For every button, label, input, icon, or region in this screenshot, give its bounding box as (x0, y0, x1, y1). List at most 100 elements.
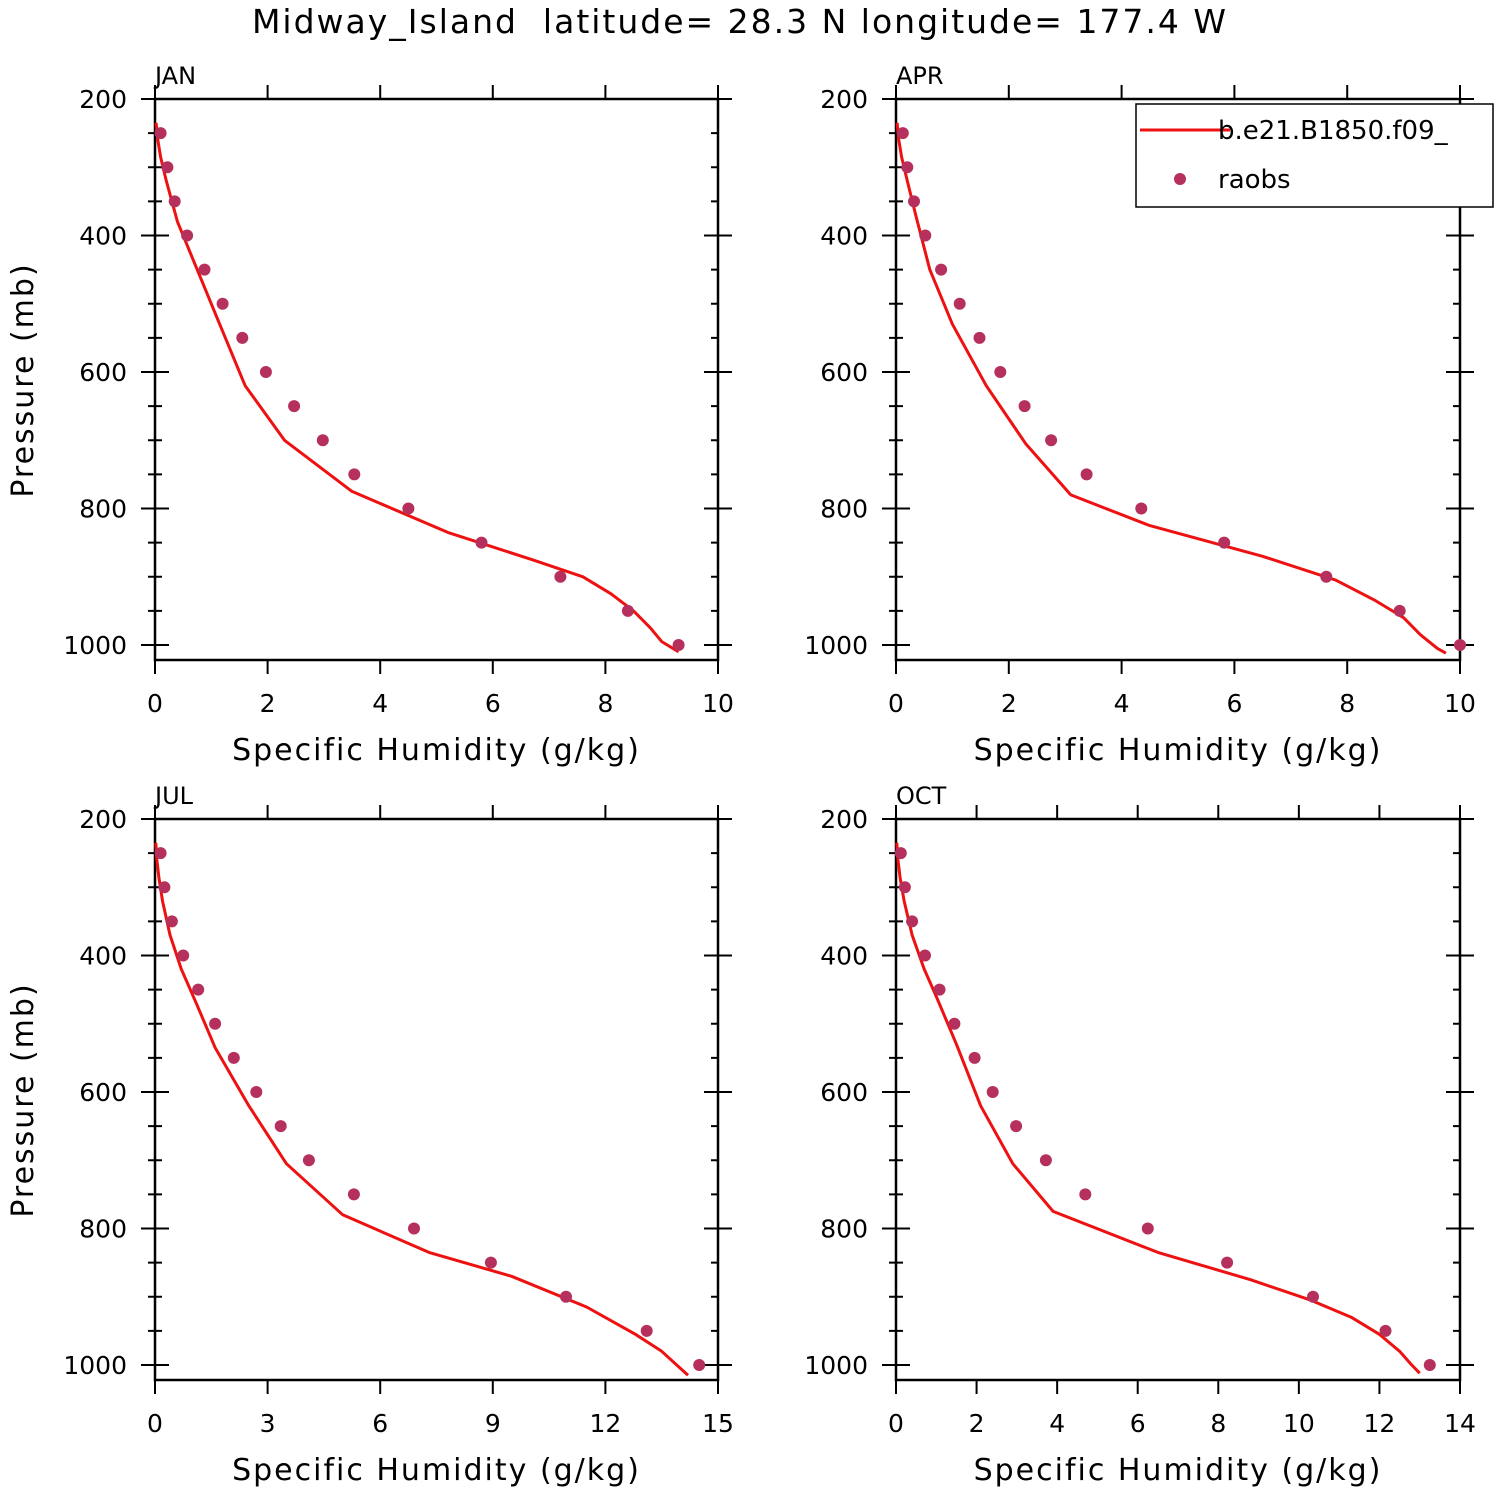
raobs-point (1141, 1222, 1154, 1235)
x-tick-label: 4 (372, 689, 388, 718)
panel-oct: OCT 200 400 600 800 1000 0 2 4 6 8 10 12 14 Specific H… (804, 782, 1476, 1488)
y-tick-label: 200 (79, 85, 127, 114)
x-tick-label: 0 (147, 689, 163, 718)
x-tick-label: 9 (485, 1409, 501, 1438)
x-axis-label: Specific Humidity (g/kg) (232, 1453, 641, 1488)
y-axis-label: Pressure (mb) (6, 982, 41, 1217)
x-tick-label: 6 (372, 1409, 388, 1438)
raobs-point (158, 881, 171, 894)
raobs-point (216, 297, 229, 310)
raobs-point (693, 1359, 706, 1371)
raobs-point (408, 1222, 420, 1235)
y-tick-label: 800 (820, 1215, 868, 1244)
model-line (895, 122, 1447, 655)
raobs-point (348, 468, 361, 481)
x-tick-label: 2 (969, 1409, 985, 1438)
raobs-point (994, 366, 1007, 378)
raobs-point (154, 847, 167, 860)
raobs-point (919, 229, 932, 242)
figure-title: Midway_Island latitude= 28.3 N longitude… (252, 2, 1228, 41)
raobs-point (1393, 604, 1406, 617)
raobs-point (560, 1290, 572, 1303)
panel-jul: JUL 200 400 600 800 1000 0 3 6 9 12 15 Specific Humi… (6, 782, 734, 1488)
raobs-point (933, 983, 946, 996)
raobs-point (896, 127, 909, 140)
x-tick-label: 0 (888, 689, 904, 718)
y-tick-label: 600 (79, 1078, 127, 1107)
panel-title: OCT (896, 782, 947, 810)
raobs-point (484, 1256, 497, 1269)
plot-frame (153, 97, 720, 662)
raobs-point (168, 195, 181, 208)
x-tick-label: 0 (147, 1409, 163, 1438)
raobs-point (475, 536, 488, 549)
raobs-point (672, 639, 685, 651)
y-tick-label: 1000 (63, 1351, 127, 1380)
y-tick-label: 200 (79, 805, 127, 834)
raobs-point (1320, 570, 1333, 583)
x-axis-label: Specific Humidity (g/kg) (232, 733, 641, 768)
raobs-point (1454, 639, 1466, 651)
raobs-point (554, 570, 567, 583)
raobs-point (236, 331, 249, 344)
y-tick-label: 400 (79, 942, 127, 971)
y-tick-label: 600 (79, 358, 127, 387)
raobs-point (968, 1051, 981, 1064)
raobs-point (274, 1120, 287, 1133)
x-tick-label: 10 (1283, 1409, 1315, 1438)
raobs-point (1010, 1120, 1023, 1133)
panel-jan: JAN 200 400 600 800 1000 0 2 4 6 8 10 Specific Humid… (6, 62, 734, 768)
x-tick-label: 8 (1339, 689, 1355, 718)
raobs-point (209, 1017, 222, 1030)
raobs-point (316, 434, 329, 447)
raobs-point (948, 1017, 961, 1030)
raobs-point (1218, 536, 1231, 549)
raobs-point (250, 1086, 263, 1098)
y-tick-label: 1000 (804, 631, 868, 660)
raobs-point (177, 949, 190, 962)
raobs-point (227, 1051, 240, 1064)
raobs-point (935, 263, 948, 276)
raobs-point (1423, 1359, 1436, 1371)
raobs-point (621, 604, 634, 617)
y-tick-label: 400 (79, 222, 127, 251)
x-tick-label: 8 (597, 689, 613, 718)
y-tick-label: 400 (820, 942, 868, 971)
plot-frame (894, 817, 1462, 1382)
raobs-point (1307, 1290, 1319, 1303)
y-tick-label: 200 (820, 85, 868, 114)
raobs-point (302, 1154, 315, 1167)
raobs-point (908, 195, 920, 208)
raobs-point (986, 1086, 999, 1098)
legend-label-model: b.e21.B1850.f09_ (1218, 116, 1449, 146)
x-tick-label: 6 (1130, 1409, 1146, 1438)
x-tick-label: 12 (589, 1409, 621, 1438)
plot-frame (153, 817, 720, 1382)
raobs-point (402, 502, 415, 515)
raobs-point (161, 161, 174, 174)
panel-title: APR (896, 62, 944, 90)
model-line (154, 122, 680, 654)
legend-box (1135, 103, 1494, 208)
x-tick-label: 4 (1049, 1409, 1065, 1438)
y-tick-label: 400 (820, 222, 868, 251)
raobs-point (347, 1188, 360, 1201)
x-tick-label: 4 (1114, 689, 1130, 718)
legend-label-raobs: raobs (1218, 165, 1291, 195)
raobs-point (919, 949, 931, 962)
raobs-point (1379, 1324, 1392, 1337)
y-tick-label: 800 (820, 495, 868, 524)
legend-marker-swatch (1174, 173, 1186, 185)
y-tick-label: 1000 (63, 631, 127, 660)
x-tick-label: 14 (1444, 1409, 1476, 1438)
raobs-point (901, 161, 914, 174)
raobs-point (1039, 1154, 1052, 1167)
raobs-point (640, 1324, 653, 1337)
raobs-point (1135, 502, 1148, 515)
x-tick-label: 15 (702, 1409, 734, 1438)
raobs-point (154, 127, 167, 140)
raobs-point (1221, 1256, 1234, 1269)
y-tick-label: 800 (79, 1215, 127, 1244)
